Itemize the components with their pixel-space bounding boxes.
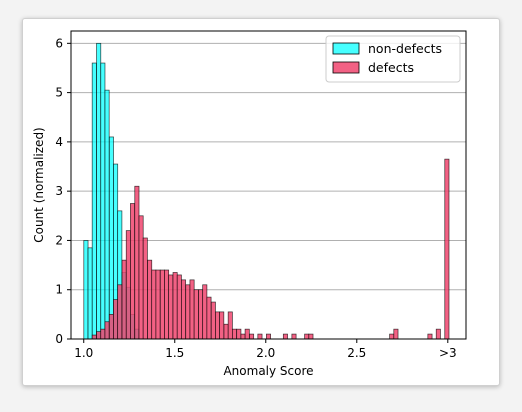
bar-defects	[206, 296, 212, 340]
bar-defects	[104, 321, 110, 340]
bar-defects	[249, 333, 255, 340]
bar-defects	[308, 333, 314, 340]
bar-defects	[138, 215, 144, 340]
bar-defects	[240, 333, 246, 340]
bar-defects	[100, 328, 106, 340]
bar-non-defects	[91, 62, 97, 340]
y-tick-label: 0	[55, 332, 63, 346]
bar-defects	[96, 331, 102, 340]
x-tick-label: 2.5	[347, 346, 366, 360]
bar-defects	[282, 333, 288, 340]
bar-defects	[236, 328, 242, 340]
x-tick-label: 2.0	[256, 346, 275, 360]
bar-defects	[223, 323, 229, 340]
plot-frame	[70, 30, 467, 340]
x-tick-label: >3	[439, 346, 457, 360]
legend-label-non-defects: non-defects	[368, 41, 442, 56]
bar-non-defects	[87, 247, 93, 340]
bar-defects	[125, 230, 131, 340]
bar-defects	[427, 333, 433, 340]
bar-defects	[91, 334, 97, 340]
x-tick-label: 1.0	[74, 346, 93, 360]
bar-defects	[257, 333, 263, 340]
y-tick-label: 1	[55, 283, 63, 297]
bar-defects	[219, 311, 225, 340]
chart-card: 1.0 1.5 2.0 2.5 >3 0 1 2 3 4 5 6 Anomaly Score Coun…	[22, 18, 500, 386]
bar-defects	[291, 333, 297, 340]
histogram-chart: 1.0 1.5 2.0 2.5 >3 0 1 2 3 4 5 6 Anomaly Score Coun…	[32, 30, 467, 378]
bar-defects	[202, 284, 208, 340]
bar-defects	[164, 269, 170, 340]
y-axis-label: Count (normalized)	[32, 127, 46, 243]
bar-defects	[176, 274, 182, 340]
bar-defects	[244, 328, 250, 340]
y-tick-label: 3	[55, 184, 63, 198]
bar-non-defects	[100, 62, 106, 340]
bar-defects	[193, 289, 199, 340]
bar-defects	[117, 284, 123, 340]
y-tick-label: 4	[55, 135, 63, 149]
series-defects	[91, 158, 450, 340]
bar-non-defects	[104, 89, 110, 340]
bar-defects	[108, 314, 114, 340]
axis-ticks: 1.0 1.5 2.0 2.5 >3 0 1 2 3 4 5 6	[55, 36, 456, 360]
bar-defects	[227, 311, 233, 340]
bar-defects	[151, 269, 157, 340]
bar-defects	[198, 289, 204, 340]
bar-defects	[159, 269, 165, 340]
bar-defects	[444, 158, 450, 340]
y-tick-label: 5	[55, 86, 63, 100]
bar-defects	[231, 328, 237, 340]
bar-defects	[210, 301, 216, 340]
bar-defects	[435, 328, 441, 340]
legend-swatch-non-defects	[332, 42, 360, 55]
legend-label-defects: defects	[368, 60, 414, 75]
y-tick-label: 2	[55, 233, 63, 247]
bar-defects	[113, 299, 119, 340]
legend-box	[325, 35, 461, 83]
bar-defects	[266, 333, 271, 340]
bar-non-defects	[96, 42, 102, 340]
bar-defects	[304, 333, 310, 340]
x-axis-label: Anomaly Score	[223, 364, 313, 378]
bar-defects	[134, 185, 140, 340]
bar-defects	[172, 272, 178, 340]
x-tick-label: 1.5	[165, 346, 184, 360]
bar-defects	[189, 279, 195, 340]
bar-defects	[155, 269, 161, 340]
y-tick-label: 6	[55, 36, 63, 50]
bar-defects	[185, 284, 191, 340]
bar-defects	[147, 259, 153, 340]
bar-defects	[389, 333, 395, 340]
bar-defects	[121, 259, 127, 340]
bar-defects	[168, 274, 174, 340]
legend: non-defects defects	[325, 35, 461, 83]
bar-non-defects	[83, 240, 89, 340]
bar-defects	[142, 237, 148, 340]
bar-defects	[215, 311, 221, 340]
bar-non-defects	[108, 136, 114, 340]
legend-swatch-defects	[332, 61, 360, 74]
bar-defects	[130, 203, 135, 340]
bar-defects	[181, 279, 186, 340]
bar-defects	[393, 328, 399, 340]
